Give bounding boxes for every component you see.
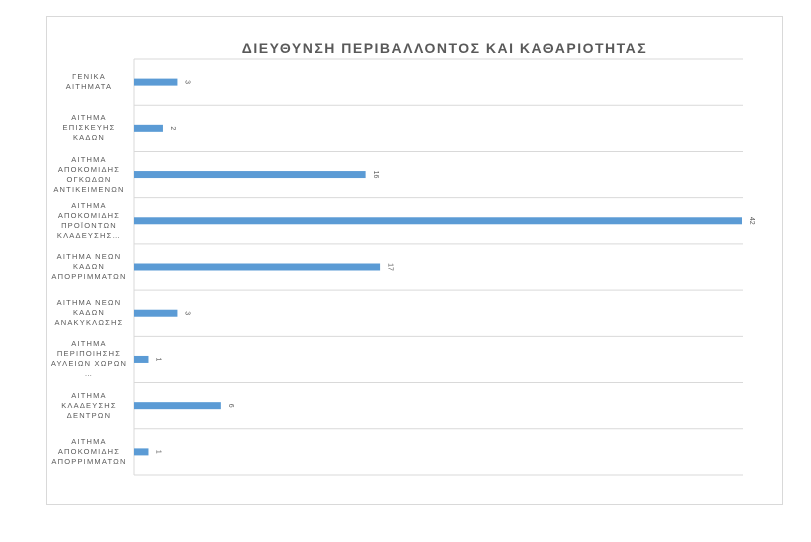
data-label: 3 [184, 311, 191, 315]
category-label: ΑΙΤΗΜΑ ΝΕΩΝ ΚΑΔΩΝ ΑΝΑΚΥΚΛΩΣΗΣ [54, 298, 124, 328]
bar [134, 263, 381, 271]
category-label: ΑΙΤΗΜΑ ΠΕΡΙΠΟΙΗΣΗΣ ΑΥΛΕΙΩΝ ΧΩΡΩΝ … [50, 339, 128, 379]
chart-area: ΔΙΕΥΘΥΝΣΗ ΠΕΡΙΒΑΛΛΟΝΤΟΣ ΚΑΙ ΚΑΘΑΡΙΟΤΗΤΑΣ… [46, 16, 783, 505]
data-label: 1 [155, 357, 162, 361]
data-label: 42 [748, 217, 755, 225]
bar [134, 124, 163, 132]
category-label: ΑΙΤΗΜΑ ΑΠΟΚΟΜΙΔΗΣ ΟΓΚΩΔΩΝ ΑΝΤΙΚΕΙΜΕΝΩΝ [53, 154, 125, 194]
data-label: 17 [386, 263, 393, 271]
category-label: ΑΙΤΗΜΑ ΚΛΑΔΕΥΣΗΣ ΔΕΝΤΡΩΝ [61, 390, 117, 420]
category-label: ΑΙΤΗΜΑ ΑΠΟΚΟΜΙΔΗΣ ΠΡΟΪΟΝΤΩΝ ΚΛΑΔΕΥΣΗΣ… [56, 200, 122, 240]
bar [134, 78, 178, 86]
bar [134, 217, 742, 225]
category-label: ΓΕΝΙΚΑ ΑΙΤΗΜΑΤΑ [65, 72, 113, 92]
chart-title: ΔΙΕΥΘΥΝΣΗ ΠΕΡΙΒΑΛΛΟΝΤΟΣ ΚΑΙ ΚΑΘΑΡΙΟΤΗΤΑΣ [241, 40, 648, 56]
bar [134, 402, 221, 410]
bar [134, 171, 366, 179]
data-label: 16 [372, 171, 379, 179]
category-label: ΑΙΤΗΜΑ ΕΠΙΣΚΕΥΗΣ ΚΑΔΩΝ [62, 113, 116, 143]
bar [134, 309, 178, 317]
data-label: 6 [227, 404, 234, 408]
data-label: 1 [155, 450, 162, 454]
data-label: 3 [184, 80, 191, 84]
bar [134, 355, 149, 363]
category-label: ΑΙΤΗΜΑ ΑΠΟΚΟΜΙΔΗΣ ΑΠΟΡΡΙΜΜΑΤΩΝ [51, 436, 127, 466]
bar [134, 448, 149, 456]
data-label: 2 [169, 126, 176, 130]
category-label: ΑΙΤΗΜΑ ΝΕΩΝ ΚΑΔΩΝ ΑΠΟΡΡΙΜΜΑΤΩΝ [51, 252, 127, 281]
